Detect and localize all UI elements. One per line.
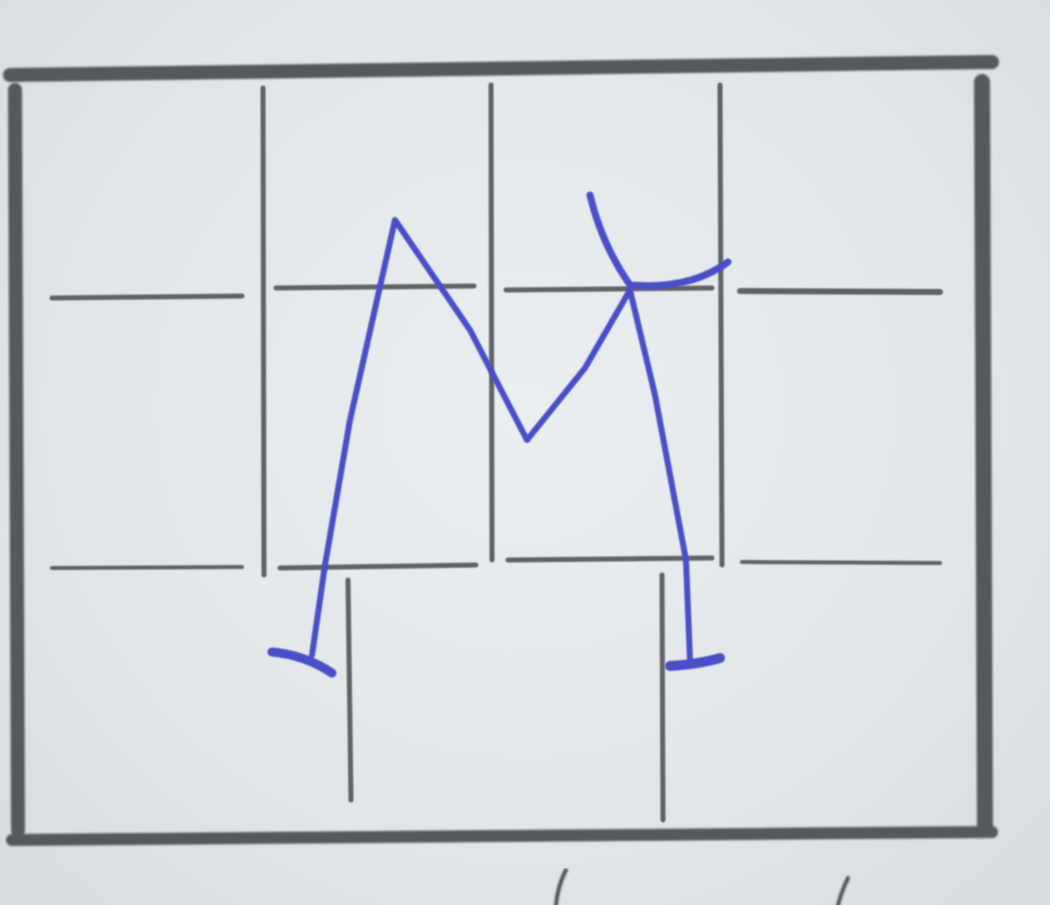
grid-vertical-line-3 — [717, 82, 725, 568]
frame-right-border — [974, 74, 993, 836]
letter-m-right-hook-stroke — [586, 191, 732, 290]
grid-vertical-lower-2 — [659, 572, 666, 823]
letter-m-body-stroke — [309, 217, 693, 663]
grid-lines — [49, 82, 943, 823]
frame-bottom-border — [6, 826, 998, 846]
grid-horizontal-upper-3 — [503, 285, 715, 293]
bottom-partial-marks — [554, 868, 850, 905]
partial-ink-mark-left — [554, 868, 568, 905]
outer-frame — [3, 55, 999, 846]
handwritten-letter-m — [267, 191, 732, 678]
grid-horizontal-upper-1 — [49, 293, 245, 301]
grid-horizontal-lower-4 — [740, 560, 942, 565]
grid-horizontal-lower-3 — [505, 555, 715, 563]
partial-ink-mark-right — [836, 876, 850, 905]
grid-vertical-line-2 — [488, 82, 495, 563]
grid-horizontal-lower-1 — [50, 565, 244, 570]
frame-left-border — [8, 83, 25, 837]
letter-m-left-foot-stroke — [267, 647, 337, 678]
letter-m-right-foot-stroke — [665, 653, 725, 671]
frame-top-border — [3, 55, 999, 82]
grid-vertical-line-1 — [260, 85, 267, 578]
grid-horizontal-lower-2 — [277, 562, 479, 571]
grid-vertical-lower-1 — [345, 577, 354, 803]
grid-horizontal-upper-4 — [737, 288, 943, 295]
